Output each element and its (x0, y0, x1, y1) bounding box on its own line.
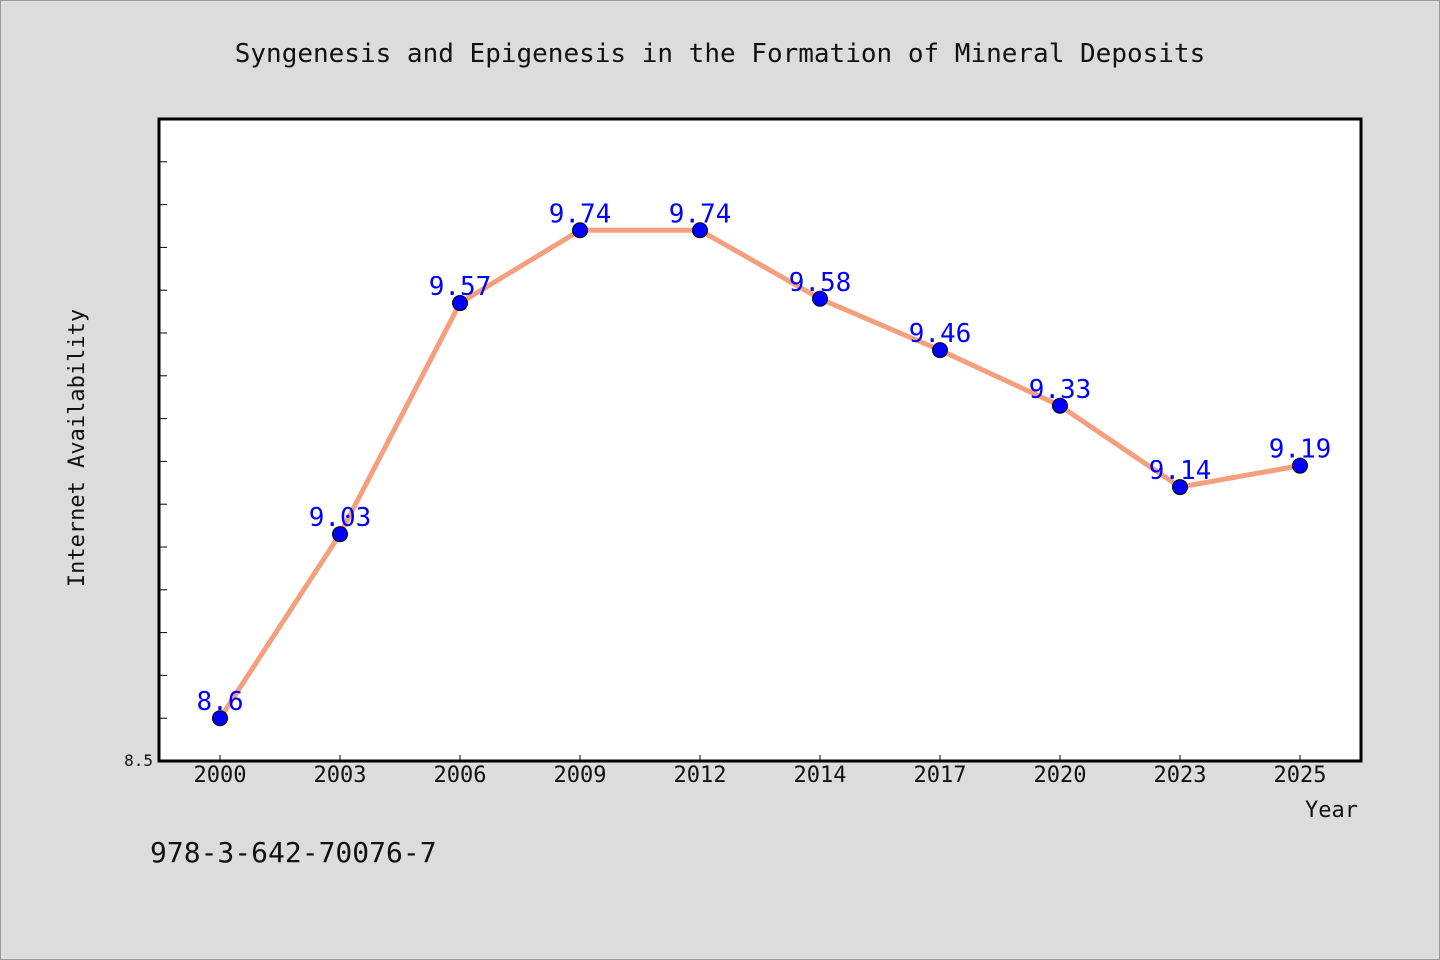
data-label: 9.03 (309, 503, 372, 533)
data-label: 8.6 (197, 687, 244, 717)
x-axis-label: Year (1305, 798, 1358, 823)
data-label: 9.74 (549, 199, 612, 229)
data-label: 9.46 (909, 319, 972, 349)
data-point (812, 290, 828, 307)
isbn-text: 978-3-642-70076-7 (150, 836, 437, 869)
x-tick-label: 2023 (1154, 763, 1207, 788)
data-label: 9.58 (789, 268, 852, 298)
data-label: 9.57 (429, 272, 492, 302)
data-point (932, 342, 948, 359)
x-axis-tick-labels: 2000 2003 2006 2009 2012 2014 2017 2020 2023 2025 (194, 755, 1327, 788)
y-axis-label: Internet Availability (65, 309, 90, 587)
data-point (572, 222, 588, 239)
x-tick-label: 2020 (1034, 763, 1087, 788)
data-point (1292, 457, 1308, 474)
y-tick-label: 8.5 (124, 751, 153, 770)
plot-area (157, 117, 1363, 763)
data-label: 9.74 (669, 199, 732, 229)
data-point (692, 222, 708, 239)
chart-title: Syngenesis and Epigenesis in the Formati… (235, 39, 1206, 69)
data-label: 9.19 (1269, 435, 1332, 465)
x-tick-label: 2012 (674, 763, 727, 788)
x-tick-label: 2014 (794, 763, 847, 788)
y-axis-ticks: 8.5 (124, 161, 167, 770)
x-tick-label: 2009 (554, 763, 607, 788)
data-point (332, 526, 348, 543)
data-label: 9.14 (1149, 456, 1212, 486)
series: 8.6 9.03 9.57 9.74 9.74 9.58 9.46 9.33 9.14 9.19 (197, 199, 1332, 727)
x-tick-label: 2000 (194, 763, 247, 788)
data-label: 9.33 (1029, 375, 1092, 405)
data-point (1172, 479, 1188, 496)
x-tick-label: 2025 (1274, 763, 1327, 788)
x-tick-label: 2006 (434, 763, 487, 788)
x-tick-label: 2003 (314, 763, 367, 788)
series-line (217, 227, 1303, 721)
data-point (1052, 397, 1068, 414)
x-tick-label: 2017 (914, 763, 967, 788)
data-point (452, 295, 468, 312)
data-point (212, 710, 228, 727)
